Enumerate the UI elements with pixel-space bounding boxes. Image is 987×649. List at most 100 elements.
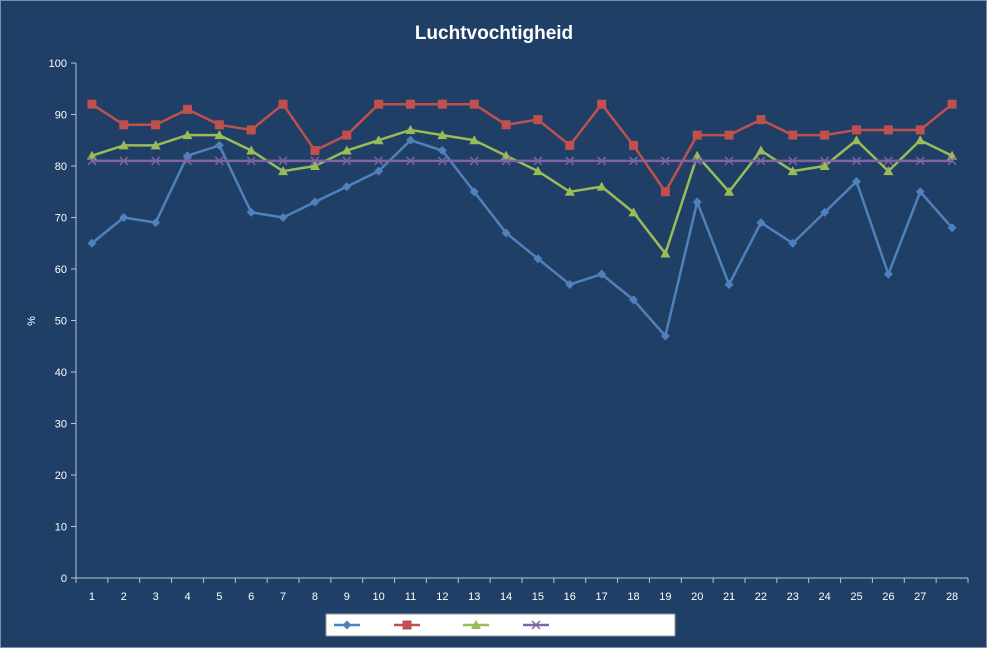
marker-stroke bbox=[883, 156, 893, 166]
data-point-maand-gemiddelde bbox=[915, 156, 925, 166]
data-point-gem bbox=[724, 186, 735, 196]
data-point-max bbox=[119, 120, 129, 130]
data-point-gem bbox=[915, 135, 926, 145]
y-tick-label: 60 bbox=[55, 264, 67, 276]
x-tick-label: 14 bbox=[500, 591, 512, 603]
x-tick-label: 13 bbox=[468, 591, 480, 603]
y-axis-title: % bbox=[26, 316, 38, 326]
marker-stroke bbox=[119, 156, 129, 166]
x-tick-label: 23 bbox=[787, 591, 799, 603]
data-point-max bbox=[87, 99, 97, 109]
legend-entry-maand-gemiddelde: maand gemiddelde bbox=[523, 620, 647, 632]
x-tick-label: 24 bbox=[819, 591, 831, 603]
data-point-max bbox=[214, 120, 224, 130]
x-tick-label: 27 bbox=[914, 591, 926, 603]
marker-stroke bbox=[533, 156, 543, 166]
data-point-min bbox=[692, 197, 702, 207]
series-gem bbox=[86, 124, 958, 258]
data-point-min bbox=[756, 218, 766, 228]
data-point-max bbox=[374, 99, 384, 109]
x-tick-label: 8 bbox=[312, 591, 318, 603]
data-point-maand-gemiddelde bbox=[182, 156, 193, 166]
data-point-maand-gemiddelde bbox=[119, 156, 129, 166]
data-point-gem bbox=[309, 161, 320, 170]
data-point-maand-gemiddelde bbox=[87, 156, 97, 166]
data-point-max bbox=[692, 130, 702, 140]
marker-stroke bbox=[756, 156, 766, 166]
marker-stroke bbox=[660, 156, 670, 166]
x-tick-label: 5 bbox=[216, 591, 222, 603]
data-point-maand-gemiddelde bbox=[788, 156, 798, 166]
data-point-maand-gemiddelde bbox=[310, 156, 320, 166]
data-point-max bbox=[565, 140, 575, 150]
data-point-max bbox=[533, 115, 543, 125]
data-point-maand-gemiddelde bbox=[405, 156, 416, 166]
x-tick-label: 19 bbox=[659, 591, 671, 603]
data-point-gem bbox=[150, 140, 161, 150]
data-point-gem bbox=[246, 145, 257, 155]
marker-stroke bbox=[151, 156, 161, 166]
y-tick-label: 100 bbox=[49, 58, 67, 70]
data-point-maand-gemiddelde bbox=[278, 156, 288, 166]
data-point-maand-gemiddelde bbox=[820, 156, 830, 166]
data-point-gem bbox=[278, 166, 289, 176]
legend-swatch-marker bbox=[531, 620, 541, 630]
x-tick-label: 9 bbox=[344, 591, 350, 603]
y-tick-label: 0 bbox=[61, 573, 67, 585]
data-point-min bbox=[87, 238, 97, 248]
legend-label: min bbox=[364, 620, 382, 632]
x-tick-label: 17 bbox=[596, 591, 608, 603]
marker-stroke bbox=[278, 156, 288, 166]
data-point-min bbox=[469, 187, 479, 197]
marker-stroke bbox=[310, 156, 320, 166]
x-tick-label: 25 bbox=[850, 591, 862, 603]
data-point-gem bbox=[405, 124, 416, 134]
x-tick-label: 11 bbox=[405, 591, 416, 603]
data-point-max bbox=[820, 130, 830, 140]
data-point-min bbox=[660, 331, 670, 341]
data-point-max bbox=[724, 130, 734, 140]
x-tick-label: 28 bbox=[946, 591, 958, 603]
data-point-min bbox=[406, 135, 415, 145]
y-tick-label: 40 bbox=[55, 367, 67, 379]
data-point-gem bbox=[437, 130, 448, 140]
x-tick-label: 1 bbox=[89, 591, 95, 603]
series-line-min bbox=[91, 139, 954, 338]
x-tick-label: 6 bbox=[248, 591, 254, 603]
data-point-max bbox=[883, 125, 893, 135]
data-point-min bbox=[214, 140, 224, 150]
data-point-gem bbox=[214, 130, 225, 140]
data-point-gem bbox=[373, 135, 384, 145]
legend-swatch-marker bbox=[471, 620, 481, 629]
data-point-gem bbox=[755, 145, 766, 155]
chart-title: Luchtvochtigheid bbox=[415, 23, 573, 44]
data-point-max bbox=[437, 99, 447, 109]
data-point-min bbox=[437, 146, 447, 156]
series-line-gem bbox=[91, 128, 953, 255]
marker-stroke bbox=[501, 156, 511, 166]
data-point-maand-gemiddelde bbox=[565, 156, 575, 166]
data-point-gem bbox=[341, 145, 352, 155]
y-tick-label: 10 bbox=[55, 522, 67, 534]
legend-entry-gem: gem bbox=[463, 620, 514, 632]
data-point-max bbox=[660, 187, 670, 197]
data-point-maand-gemiddelde bbox=[214, 156, 224, 166]
data-point-max bbox=[756, 115, 766, 125]
data-point-maand-gemiddelde bbox=[692, 156, 702, 166]
y-tick-label: 80 bbox=[55, 161, 67, 173]
x-tick-label: 4 bbox=[184, 591, 190, 603]
data-point-maand-gemiddelde bbox=[533, 156, 543, 166]
data-point-min bbox=[947, 223, 957, 233]
data-point-min bbox=[278, 213, 288, 222]
x-tick-label: 10 bbox=[373, 591, 385, 603]
data-point-gem bbox=[469, 135, 480, 145]
data-point-gem bbox=[660, 248, 671, 258]
x-tick-label: 18 bbox=[627, 591, 639, 603]
legend: min max gem maand gemiddelde bbox=[325, 613, 676, 637]
data-point-max bbox=[151, 120, 161, 130]
data-point-maand-gemiddelde bbox=[374, 156, 384, 166]
data-point-min bbox=[629, 295, 638, 305]
data-point-max bbox=[342, 130, 352, 140]
x-tick-label: 22 bbox=[755, 591, 767, 603]
legend-swatch-marker bbox=[402, 620, 412, 630]
